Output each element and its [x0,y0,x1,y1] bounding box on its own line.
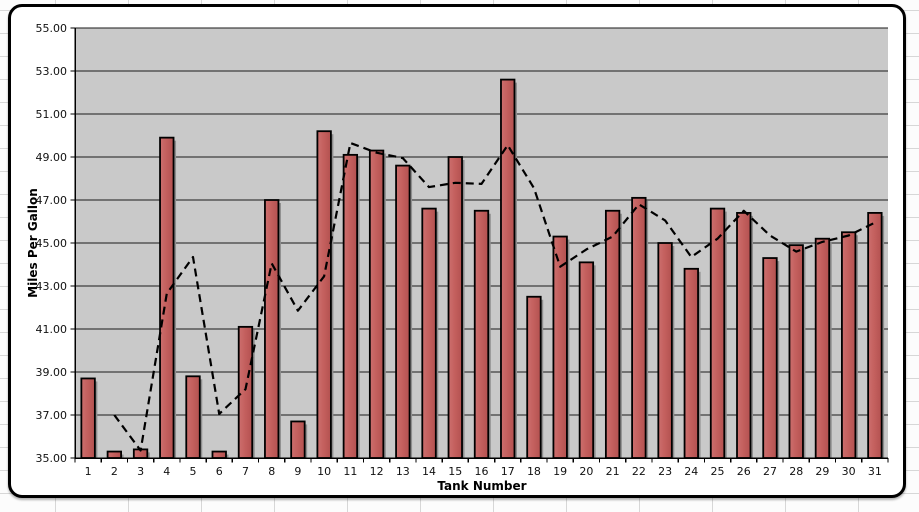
chart-object-frame[interactable] [8,4,906,498]
x-axis-title: Tank Number [437,479,527,493]
y-axis-title: Miles Per Gallon [26,188,40,298]
